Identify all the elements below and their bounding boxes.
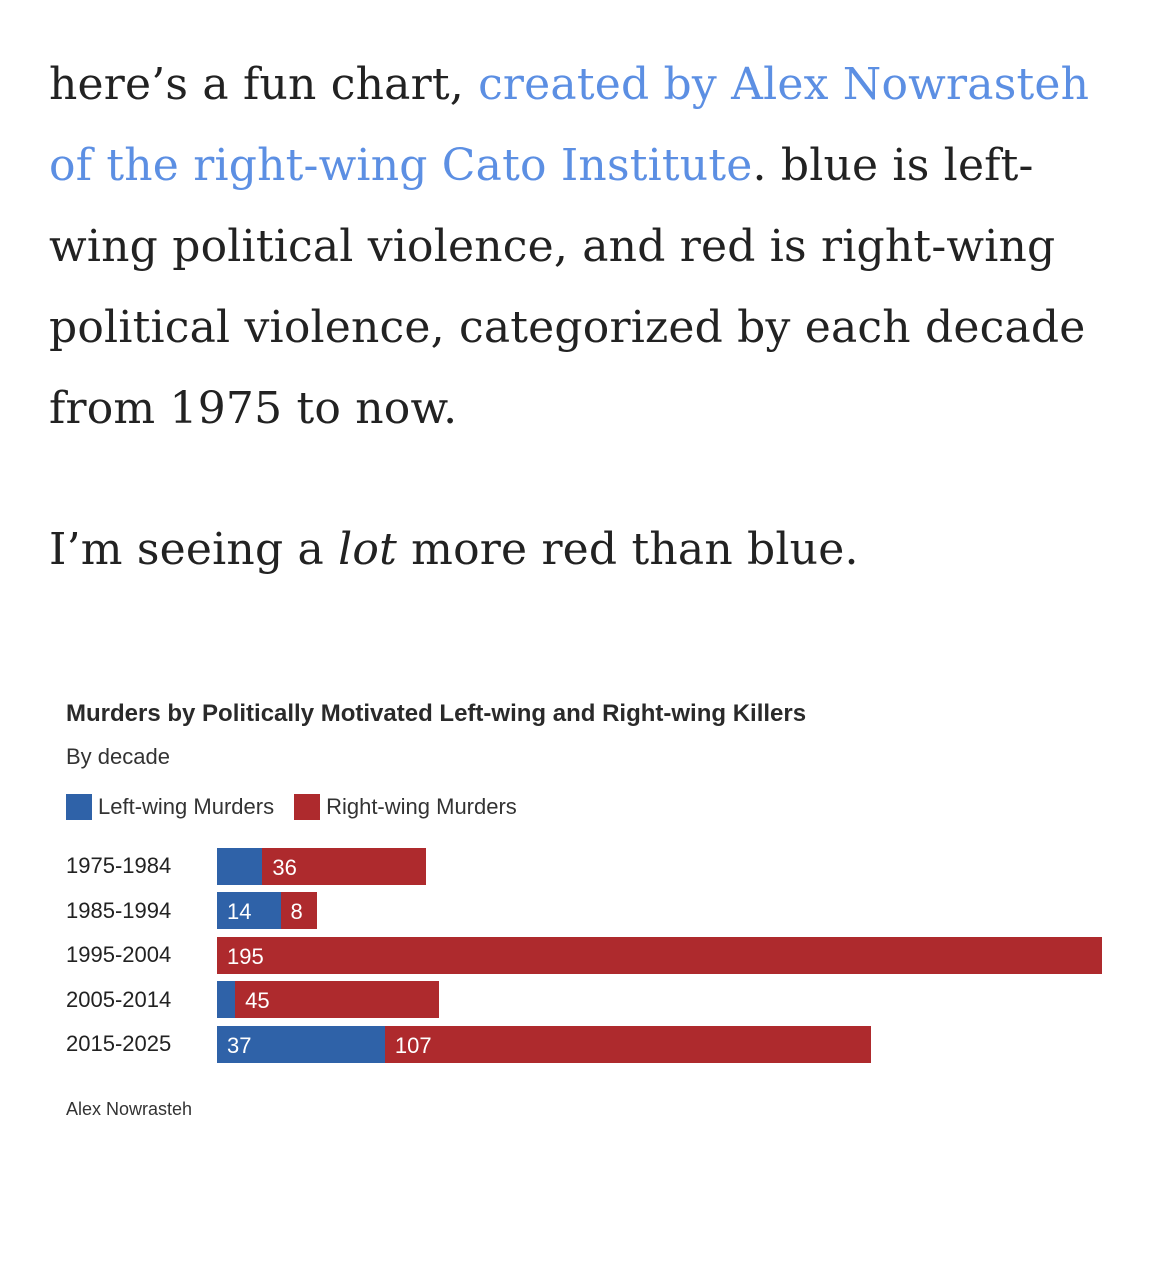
bar-right-wing: 195 (217, 936, 1102, 974)
category-label: 1995-2004 (66, 942, 172, 968)
data-label: 107 (394, 1032, 432, 1058)
legend-swatch-left (66, 794, 92, 820)
paragraph-comment: I’m seeing a lot more red than blue. (49, 524, 859, 575)
bar-right-wing: 8 (280, 892, 317, 930)
stacked-bar: 37 107 (217, 1025, 871, 1063)
bar-right-wing: 36 (262, 847, 426, 885)
chart-row: 1975-1984 36 (66, 844, 1126, 889)
paragraph-intro: here’s a fun chart, created by Alex Nowr… (49, 59, 1090, 434)
chart-row: 1995-2004 195 (66, 933, 1126, 978)
chart-legend: Left-wing Murders Right-wing Murders (66, 794, 1126, 820)
bar-left-wing (217, 981, 236, 1019)
article-text: here’s a fun chart, created by Alex Nowr… (49, 44, 1129, 590)
chart-row: 2005-2014 45 (66, 978, 1126, 1023)
data-label: 37 (227, 1032, 252, 1058)
bar-left-wing: 37 (217, 1025, 385, 1063)
category-label: 2015-2025 (66, 1031, 172, 1057)
bar-right-wing: 107 (384, 1025, 871, 1063)
chart-subtitle: By decade (66, 744, 170, 769)
legend-swatch-right (294, 794, 321, 820)
category-label: 2005-2014 (66, 986, 172, 1012)
category-label: 1975-1984 (66, 853, 172, 879)
chart-source: Alex Nowrasteh (66, 1098, 193, 1119)
stacked-bar: 14 8 (217, 892, 317, 930)
chart-row: 2015-2025 37 107 (66, 1022, 1126, 1067)
legend-left: Left-wing Murders (66, 794, 274, 820)
bar-right-wing: 45 (235, 981, 440, 1019)
data-label: 36 (272, 854, 297, 880)
stacked-bar: 45 (217, 981, 440, 1019)
data-label: 45 (245, 988, 270, 1014)
stacked-bar: 36 (217, 847, 426, 885)
data-label: 14 (227, 899, 252, 925)
category-label: 1985-1994 (66, 897, 172, 923)
cato-chart-link[interactable]: created by Alex Nowrasteh of the right-w… (49, 59, 1090, 191)
stacked-bar: 195 (217, 936, 1102, 974)
legend-right: Right-wing Murders (294, 794, 517, 820)
bar-left-wing (217, 847, 263, 885)
chart-row: 1985-1994 14 8 (66, 889, 1126, 934)
data-label: 8 (290, 899, 303, 925)
data-label: 195 (227, 943, 264, 969)
bar-left-wing: 14 (217, 892, 281, 930)
chart-title: Murders by Politically Motivated Left-wi… (66, 700, 807, 727)
chart-rows: 1975-1984 36 1985-1994 14 8 1995-2004 195 2005-… (66, 844, 1126, 1067)
murders-chart: Murders by Politically Motivated Left-wi… (66, 700, 1126, 1120)
